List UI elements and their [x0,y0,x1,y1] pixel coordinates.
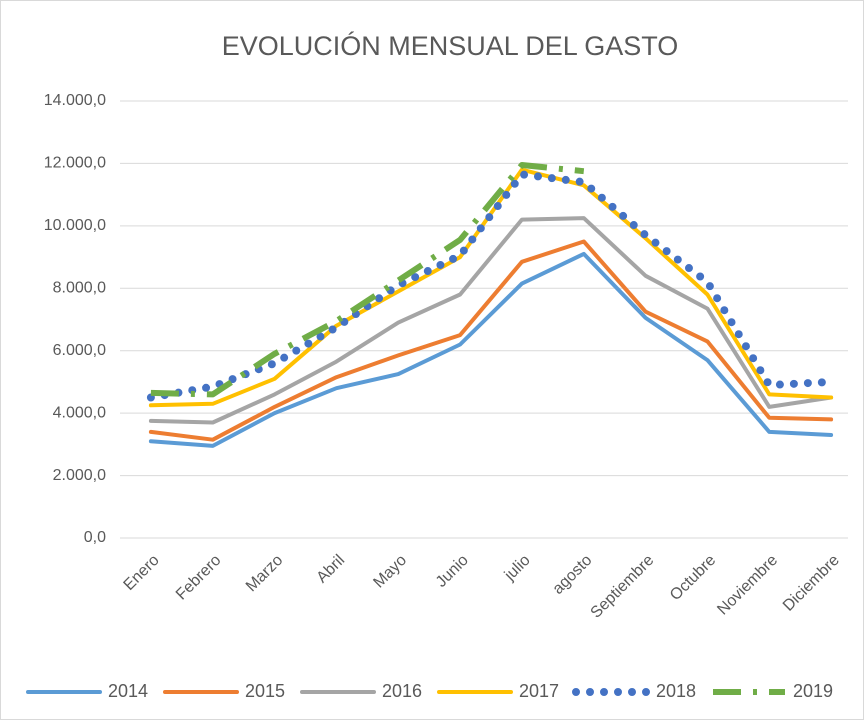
y-tick-label: 6.000,0 [53,342,106,359]
series-line [148,251,834,448]
chart-title: EVOLUCIÓN MENSUAL DEL GASTO [222,30,679,61]
legend-label: 2014 [108,681,148,701]
y-tick-label: 0,0 [84,529,106,546]
series-line [148,216,834,425]
y-tick-label: 10.000,0 [44,217,106,234]
y-tick-label: 12.000,0 [44,155,106,172]
legend-label: 2017 [519,681,559,701]
y-tick-label: 8.000,0 [53,280,106,297]
series-line [146,170,836,402]
series-line [148,167,834,408]
y-tick-label: 2.000,0 [53,467,106,484]
legend-label: 2016 [382,681,422,701]
y-tick-label: 4.000,0 [53,404,106,421]
legend-label: 2015 [245,681,285,701]
series-line [148,239,834,442]
legend-label: 2018 [656,681,696,701]
y-tick-label: 14.000,0 [44,92,106,109]
legend-label: 2019 [793,681,833,701]
series-line [150,162,585,398]
